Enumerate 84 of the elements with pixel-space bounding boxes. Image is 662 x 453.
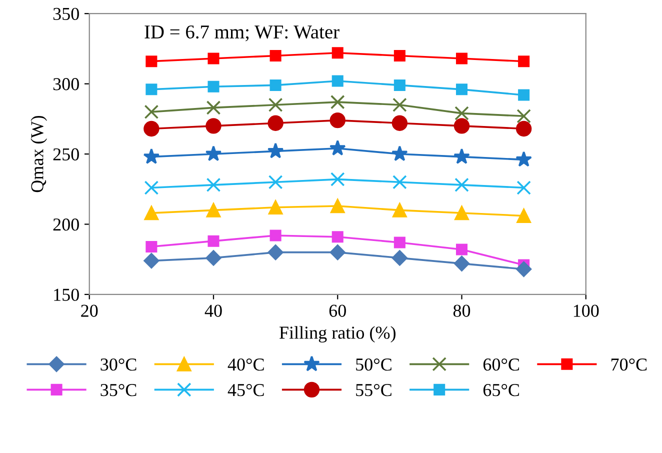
point bbox=[330, 94, 345, 110]
point bbox=[516, 120, 532, 137]
point bbox=[267, 142, 284, 158]
point bbox=[394, 79, 406, 91]
point bbox=[516, 208, 531, 223]
x-tick-label: 80 bbox=[453, 304, 470, 317]
point bbox=[456, 52, 468, 64]
x-tick-label: 40 bbox=[204, 304, 222, 317]
point bbox=[146, 240, 158, 252]
point bbox=[332, 75, 344, 87]
point bbox=[330, 112, 346, 128]
point bbox=[143, 148, 160, 164]
point bbox=[454, 178, 469, 192]
annotation: ID = 6.7 mm; WF: Water bbox=[144, 25, 340, 42]
point bbox=[329, 140, 346, 156]
point bbox=[146, 56, 158, 68]
y-tick-label: 250 bbox=[53, 148, 79, 160]
point bbox=[268, 115, 284, 131]
legend-label: 30°C bbox=[100, 358, 136, 371]
legend-label: 70°C bbox=[611, 358, 647, 371]
point bbox=[392, 174, 407, 190]
y-tick-label: 150 bbox=[54, 288, 79, 301]
point bbox=[206, 178, 221, 192]
point bbox=[456, 84, 468, 96]
point bbox=[330, 198, 345, 214]
point bbox=[270, 50, 282, 62]
point bbox=[144, 180, 159, 195]
x-tick-label: 60 bbox=[329, 304, 346, 317]
point bbox=[454, 206, 469, 220]
point bbox=[454, 256, 470, 272]
point bbox=[518, 56, 530, 68]
y-axis-title: Qmax (W) bbox=[30, 116, 48, 192]
y-tick-label: 300 bbox=[53, 78, 79, 90]
point bbox=[516, 180, 531, 195]
point bbox=[454, 106, 469, 120]
point bbox=[268, 200, 283, 215]
point bbox=[144, 104, 159, 120]
point bbox=[330, 244, 346, 260]
point bbox=[206, 203, 221, 218]
point bbox=[206, 118, 222, 134]
point bbox=[392, 98, 407, 112]
x-tick-label: 20 bbox=[81, 304, 98, 317]
x-axis-title: Filling ratio (%) bbox=[279, 326, 396, 343]
point bbox=[268, 174, 283, 190]
point bbox=[516, 151, 532, 167]
point bbox=[394, 50, 406, 62]
point bbox=[268, 244, 284, 260]
point bbox=[392, 115, 408, 131]
point bbox=[516, 108, 531, 124]
point bbox=[392, 203, 407, 218]
legend-label: 40°C bbox=[228, 358, 264, 371]
point bbox=[270, 79, 282, 91]
point bbox=[208, 80, 220, 92]
point bbox=[208, 52, 220, 64]
legend-label: 60°C bbox=[483, 358, 519, 371]
point bbox=[456, 244, 468, 256]
legend-label: 35°C bbox=[100, 384, 136, 396]
point bbox=[144, 252, 160, 269]
point bbox=[518, 89, 530, 101]
point bbox=[454, 148, 470, 164]
y-tick-label: 200 bbox=[53, 218, 79, 231]
point bbox=[144, 120, 160, 137]
legend-label: 45°C bbox=[228, 384, 264, 396]
point bbox=[332, 231, 344, 243]
point bbox=[205, 145, 222, 162]
legend-label: 55°C bbox=[356, 384, 392, 396]
point bbox=[394, 236, 406, 248]
point bbox=[392, 250, 408, 266]
point bbox=[208, 235, 220, 247]
point bbox=[392, 145, 408, 162]
x-tick-label: 100 bbox=[574, 304, 599, 317]
point bbox=[144, 206, 159, 220]
point bbox=[332, 47, 344, 59]
y-tick-label: 350 bbox=[53, 8, 79, 20]
point bbox=[330, 172, 345, 186]
legend-label: 65°C bbox=[483, 384, 519, 396]
legend-label: 50°C bbox=[356, 358, 392, 371]
point bbox=[268, 98, 283, 112]
point bbox=[454, 118, 470, 134]
point bbox=[206, 100, 221, 115]
point bbox=[516, 261, 532, 277]
point bbox=[270, 230, 282, 242]
point bbox=[206, 250, 222, 266]
point bbox=[146, 84, 158, 96]
